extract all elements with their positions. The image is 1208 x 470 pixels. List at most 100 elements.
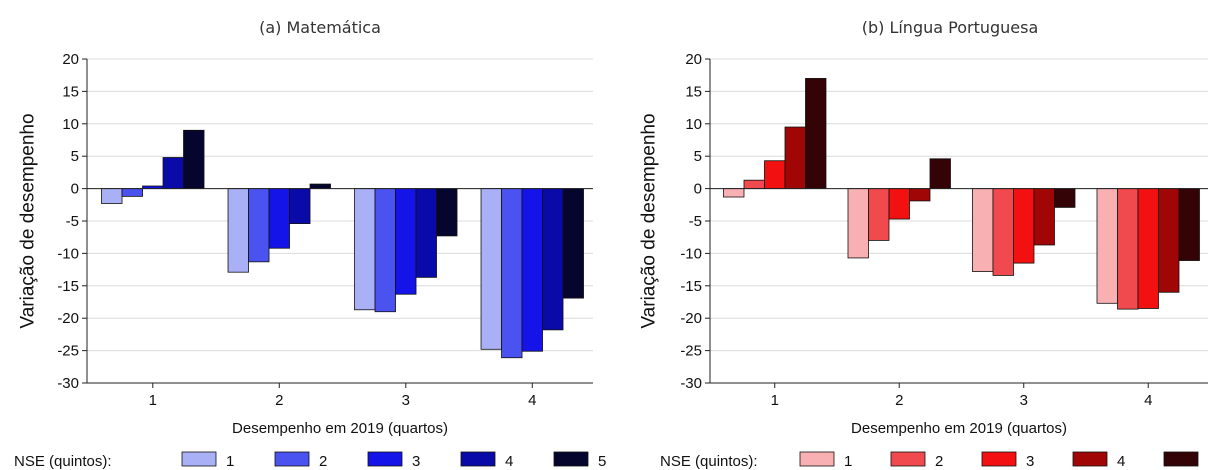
bar [162, 157, 184, 190]
bar [1033, 188, 1055, 246]
y-tick-label: -20 [680, 310, 702, 327]
y-tick-label: 15 [62, 83, 79, 100]
y-tick-label: -30 [680, 375, 702, 392]
bar [480, 188, 502, 350]
legend-swatch [1163, 451, 1199, 467]
bar [501, 188, 523, 359]
bar [1178, 188, 1200, 261]
y-tick-label: 20 [685, 51, 702, 68]
bar [354, 188, 376, 311]
bar [248, 188, 270, 263]
y-tick-label: 10 [685, 116, 702, 133]
bar [183, 129, 205, 189]
bar [436, 188, 458, 237]
legend-swatch [1072, 451, 1108, 467]
legend-swatch [181, 451, 217, 467]
y-tick-label: -15 [680, 278, 702, 295]
y-tick-label: -25 [57, 343, 79, 360]
bar [992, 188, 1014, 276]
bar [723, 188, 745, 198]
bar [888, 188, 910, 220]
legend-swatch [890, 451, 926, 467]
legend-swatch [799, 451, 835, 467]
bar [542, 188, 564, 331]
bar [868, 188, 890, 241]
y-tick-label: 5 [71, 148, 79, 165]
y-tick-label: -20 [57, 310, 79, 327]
legend-swatch [367, 451, 403, 467]
bar [1013, 188, 1035, 264]
y-tick-label: 10 [62, 116, 79, 133]
y-tick-label: 15 [685, 83, 702, 100]
x-tick-label: 1 [149, 392, 157, 409]
bar [309, 183, 331, 189]
x-tick-label: 2 [895, 392, 903, 409]
chart-title: (b) Língua Portuguesa [862, 18, 1039, 37]
legend-label: 1 [844, 453, 852, 470]
legend-label: 3 [1026, 453, 1034, 470]
legend-title: NSE (quintos): [14, 453, 112, 470]
bar [415, 188, 437, 278]
x-tick-label: 3 [1020, 392, 1028, 409]
x-tick-label: 4 [1144, 392, 1152, 409]
x-tick-label: 3 [402, 392, 410, 409]
legend-label: 2 [935, 453, 943, 470]
bar [1117, 188, 1139, 310]
y-tick-label: 5 [694, 148, 702, 165]
legend-label: 5 [598, 453, 606, 470]
legend-label: 4 [1117, 453, 1125, 470]
y-axis-label: Variação de desempenho [639, 113, 660, 328]
bar [395, 188, 417, 295]
bar [972, 188, 994, 272]
bar [268, 188, 290, 249]
y-tick-label: 20 [62, 51, 79, 68]
chart-title: (a) Matemática [259, 18, 381, 37]
y-tick-label: 0 [694, 181, 702, 198]
legend-swatch [553, 451, 589, 467]
y-tick-label: -25 [680, 343, 702, 360]
bar [1137, 188, 1159, 309]
y-tick-label: -30 [57, 375, 79, 392]
bar [784, 126, 806, 190]
bar [521, 188, 543, 352]
bar [562, 188, 584, 299]
bar [1054, 188, 1076, 208]
legend: NSE (quintos): 1 2 3 4 5 [14, 451, 606, 470]
x-tick-label: 4 [528, 392, 536, 409]
legend-swatch [274, 451, 310, 467]
bar [1158, 188, 1180, 293]
y-tick-label: -5 [689, 213, 702, 230]
legend-swatch [460, 451, 496, 467]
bar [929, 158, 951, 190]
x-axis-label: Desempenho em 2019 (quartos) [232, 420, 448, 437]
bar [289, 188, 311, 224]
bar [805, 78, 827, 190]
legend-label: 3 [412, 453, 420, 470]
legend-label: 1 [226, 453, 234, 470]
bar [101, 188, 123, 204]
y-tick-label: 0 [71, 181, 79, 198]
chart-panel-2: (b) Língua Portuguesa 1 2 3 4 20 15 10 5 0 -5 -10 -1… [639, 18, 1208, 470]
bar [1096, 188, 1118, 304]
x-axis-label: Desempenho em 2019 (quartos) [851, 420, 1067, 437]
y-tick-label: -15 [57, 278, 79, 295]
x-tick-label: 1 [771, 392, 779, 409]
legend-swatch [981, 451, 1017, 467]
bar [847, 188, 869, 259]
y-axis-label: Variação de desempenho [18, 113, 39, 328]
bar [374, 188, 396, 313]
legend-label: 2 [319, 453, 327, 470]
legend-label: 4 [505, 453, 513, 470]
bar [121, 188, 143, 197]
bar [764, 160, 786, 189]
y-tick-label: -10 [680, 245, 702, 262]
y-tick-label: -5 [66, 213, 79, 230]
legend-title: NSE (quintos): [660, 453, 758, 470]
bar [227, 188, 249, 273]
bar [909, 188, 931, 202]
x-tick-label: 2 [275, 392, 283, 409]
y-tick-label: -10 [57, 245, 79, 262]
